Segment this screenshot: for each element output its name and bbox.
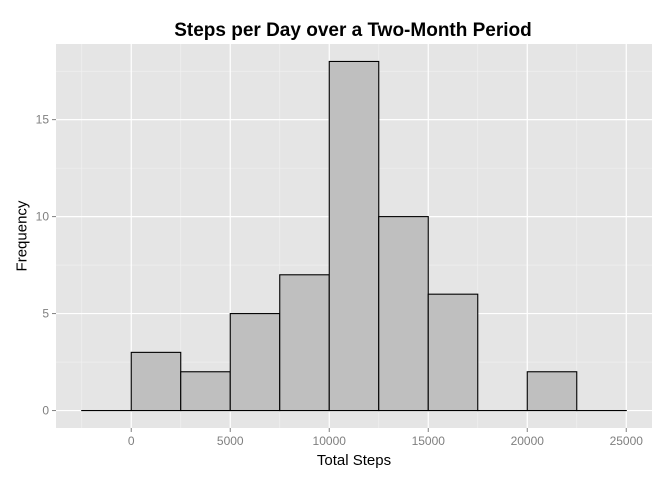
histogram-bar bbox=[130, 351, 182, 412]
y-tick-label: 5 bbox=[42, 307, 49, 321]
x-tick-label: 5000 bbox=[217, 434, 244, 448]
x-axis-label: Total Steps bbox=[316, 452, 392, 469]
histogram-bar bbox=[279, 274, 330, 412]
histogram-bar bbox=[378, 216, 429, 412]
chart-title: Steps per Day over a Two-Month Period bbox=[174, 20, 532, 41]
histogram-bar bbox=[229, 313, 281, 412]
x-tick-label: 0 bbox=[128, 434, 135, 448]
x-tick-label: 15000 bbox=[412, 434, 446, 448]
y-axis-label: Frequency bbox=[13, 200, 31, 272]
histogram-bar bbox=[427, 293, 479, 412]
y-tick-label: 0 bbox=[42, 404, 49, 418]
histogram-bar bbox=[328, 60, 380, 412]
histogram-bar bbox=[526, 371, 578, 412]
histogram-bar bbox=[180, 371, 231, 412]
y-tick-label: 10 bbox=[36, 210, 50, 224]
y-tick-label: 15 bbox=[36, 113, 50, 127]
x-tick-label: 20000 bbox=[511, 434, 545, 448]
x-tick-label: 10000 bbox=[313, 434, 347, 448]
x-tick-label: 25000 bbox=[610, 434, 644, 448]
